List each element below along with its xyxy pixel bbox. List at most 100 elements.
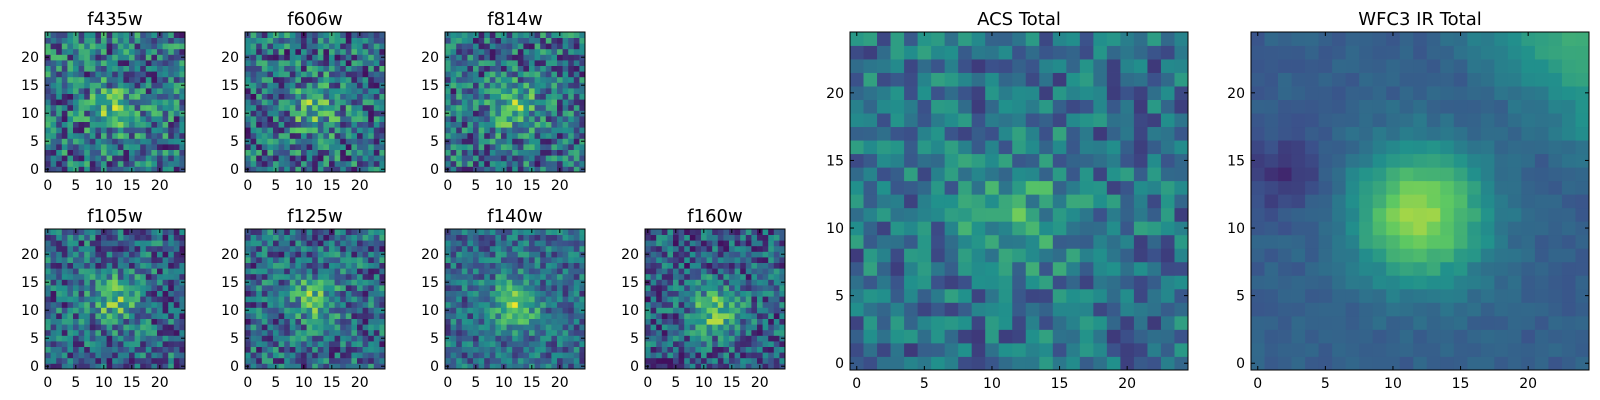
pixel-cell — [95, 116, 102, 122]
pixel-cell — [489, 76, 496, 83]
x-tick-label: 0 — [43, 375, 52, 391]
pixel-cell — [95, 262, 102, 269]
pixel-cell — [717, 229, 724, 235]
pixel-cell — [78, 65, 85, 72]
y-tick-label: 10 — [221, 303, 239, 319]
pixel-cell — [450, 245, 457, 252]
pixel-cell — [534, 127, 541, 134]
pixel-cell — [329, 290, 335, 297]
pixel-cell — [345, 54, 352, 61]
pixel-cell — [245, 234, 251, 241]
pixel-cell — [484, 273, 491, 280]
pixel-cell — [904, 315, 918, 330]
pixel-cell — [345, 262, 352, 269]
pixel-cell — [261, 88, 268, 94]
pixel-cell — [168, 352, 175, 359]
pixel-cell — [661, 335, 668, 342]
pixel-cell — [1079, 261, 1094, 276]
pixel-cell — [323, 273, 330, 280]
pixel-cell — [278, 104, 285, 111]
pixel-cell — [534, 82, 541, 89]
pixel-cell — [1106, 221, 1121, 236]
pixel-cell — [489, 104, 496, 111]
pixel-cell — [261, 116, 268, 122]
pixel-cell — [261, 257, 268, 263]
pixel-cell — [573, 155, 580, 162]
pixel-cell — [445, 99, 451, 106]
pixel-cell — [579, 290, 586, 297]
pixel-cell — [1079, 234, 1094, 249]
pixel-cell — [863, 153, 878, 168]
pixel-cell — [551, 138, 558, 145]
pixel-cell — [523, 363, 530, 370]
pixel-cell — [684, 301, 691, 308]
pixel-cell — [106, 251, 113, 258]
pixel-cell — [112, 262, 119, 269]
pixel-cell — [334, 335, 341, 342]
pixel-cell — [568, 37, 575, 44]
pixel-cell — [768, 296, 775, 303]
pixel-cell — [495, 99, 502, 106]
pixel-cell — [456, 104, 463, 111]
pixel-cell — [289, 318, 296, 325]
pixel-cell — [1133, 315, 1148, 330]
pixel-cell — [757, 257, 763, 263]
pixel-cell — [678, 301, 685, 308]
pixel-cell — [745, 301, 752, 308]
pixel-cell — [373, 116, 380, 122]
pixel-cell — [684, 257, 691, 263]
pixel-cell — [179, 234, 186, 241]
pixel-cell — [931, 288, 946, 303]
pixel-cell — [129, 43, 135, 50]
pixel-cell — [73, 324, 79, 331]
pixel-cell — [773, 313, 780, 319]
pixel-cell — [67, 93, 74, 100]
pixel-cell — [678, 251, 685, 258]
pixel-cell — [117, 234, 124, 241]
pixel-cell — [123, 273, 130, 280]
pixel-cell — [323, 121, 330, 128]
pixel-cell — [512, 329, 519, 336]
pixel-cell — [562, 341, 569, 347]
pixel-cell — [273, 65, 279, 72]
pixel-cell — [467, 121, 474, 128]
pixel-cell — [273, 110, 279, 117]
pixel-cell — [985, 194, 1000, 209]
pixel-cell — [157, 110, 163, 117]
pixel-cell — [295, 357, 302, 364]
pixel-cell — [340, 48, 347, 55]
pixel-cell — [456, 329, 463, 336]
pixel-cell — [301, 60, 307, 66]
pixel-cell — [501, 352, 507, 359]
pixel-cell — [162, 76, 169, 83]
pixel-cell — [312, 155, 319, 162]
pixel-cell — [362, 48, 369, 55]
pixel-cell — [667, 290, 674, 297]
pixel-cell — [250, 166, 257, 173]
pixel-cell — [56, 88, 63, 94]
pixel-cell — [45, 88, 51, 94]
pixel-cell — [50, 290, 57, 297]
pixel-cell — [740, 335, 747, 342]
pixel-cell — [1012, 234, 1027, 249]
pixel-cell — [140, 166, 147, 173]
pixel-cell — [145, 121, 152, 128]
pixel-cell — [461, 65, 468, 72]
pixel-cell — [534, 290, 541, 297]
pixel-cell — [256, 82, 263, 89]
pixel-cell — [157, 346, 163, 353]
pixel-cell — [101, 138, 107, 145]
pixel-cell — [534, 285, 541, 291]
pixel-cell — [517, 82, 524, 89]
pixel-cell — [450, 341, 457, 347]
pixel-cell — [573, 318, 580, 325]
pixel-cell — [689, 262, 696, 269]
pixel-cell — [1147, 342, 1162, 357]
pixel-cell — [931, 275, 946, 290]
pixel-cell — [301, 71, 307, 78]
pixel-cell — [568, 341, 575, 347]
pixel-cell — [456, 363, 463, 370]
pixel-cell — [568, 268, 575, 275]
pixel-cell — [495, 132, 502, 139]
pixel-cell — [517, 268, 524, 275]
